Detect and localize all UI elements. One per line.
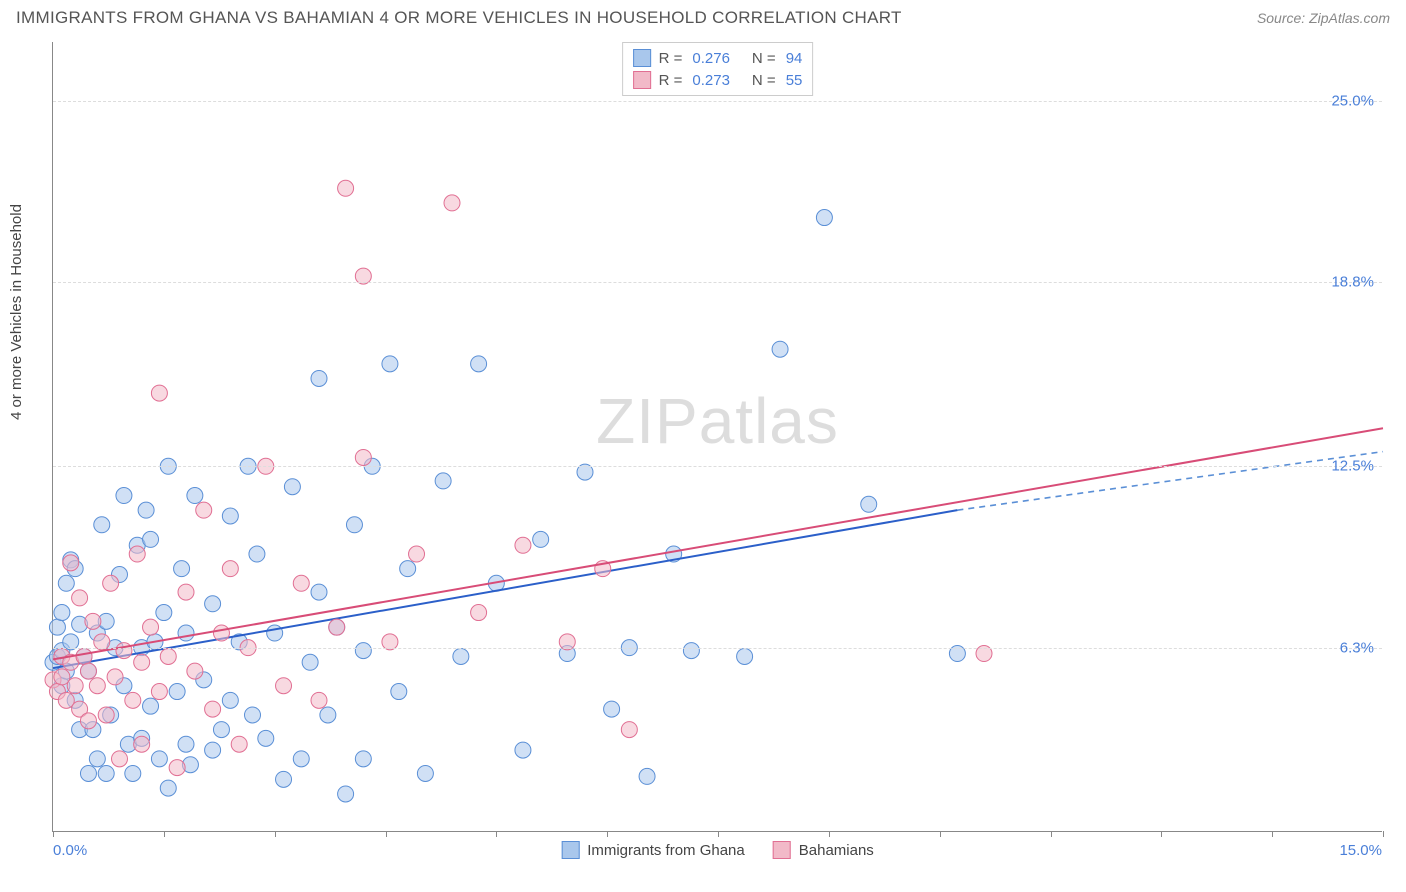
legend-swatch bbox=[633, 49, 651, 67]
stats-legend-row: R = 0.273 N = 55 bbox=[633, 69, 803, 91]
y-tick-label: 25.0% bbox=[1331, 92, 1374, 109]
y-tick-label: 12.5% bbox=[1331, 458, 1374, 475]
series-legend-item: Bahamians bbox=[773, 841, 874, 859]
series-legend-item: Immigrants from Ghana bbox=[561, 841, 745, 859]
legend-swatch bbox=[773, 841, 791, 859]
x-tick bbox=[1383, 831, 1384, 837]
x-tick bbox=[164, 831, 165, 837]
x-tick bbox=[718, 831, 719, 837]
x-tick bbox=[53, 831, 54, 837]
x-tick bbox=[496, 831, 497, 837]
legend-swatch bbox=[633, 71, 651, 89]
stats-legend-row: R = 0.276 N = 94 bbox=[633, 47, 803, 69]
x-tick bbox=[1272, 831, 1273, 837]
scatter-svg bbox=[53, 42, 1382, 831]
legend-swatch bbox=[561, 841, 579, 859]
gridline bbox=[53, 466, 1382, 467]
series-name: Bahamians bbox=[799, 842, 874, 859]
r-value: 0.273 bbox=[692, 72, 730, 89]
y-axis-label: 4 or more Vehicles in Household bbox=[8, 204, 25, 420]
n-label: N = bbox=[752, 72, 776, 89]
gridline bbox=[53, 101, 1382, 102]
n-label: N = bbox=[752, 50, 776, 67]
x-tick bbox=[275, 831, 276, 837]
x-tick bbox=[829, 831, 830, 837]
series-legend: Immigrants from Ghana Bahamians bbox=[561, 841, 874, 859]
x-tick bbox=[940, 831, 941, 837]
x-tick bbox=[1051, 831, 1052, 837]
series-name: Immigrants from Ghana bbox=[587, 842, 745, 859]
chart-title: IMMIGRANTS FROM GHANA VS BAHAMIAN 4 OR M… bbox=[16, 8, 902, 28]
n-value: 55 bbox=[786, 72, 803, 89]
chart-plot-area: ZIPatlas R =0.276N =94R =0.273N =55 0.0%… bbox=[52, 42, 1382, 832]
r-value: 0.276 bbox=[692, 50, 730, 67]
x-tick bbox=[386, 831, 387, 837]
r-label: R = bbox=[659, 50, 683, 67]
x-axis-min-label: 0.0% bbox=[53, 842, 87, 859]
x-tick bbox=[1161, 831, 1162, 837]
x-tick bbox=[607, 831, 608, 837]
y-tick-label: 18.8% bbox=[1331, 273, 1374, 290]
n-value: 94 bbox=[786, 50, 803, 67]
stats-legend: R = 0.276 N = 94 R = 0.273 N = 55 bbox=[622, 42, 814, 96]
source-attribution: Source: ZipAtlas.com bbox=[1257, 10, 1390, 26]
x-axis-max-label: 15.0% bbox=[1339, 842, 1382, 859]
r-label: R = bbox=[659, 72, 683, 89]
gridline bbox=[53, 282, 1382, 283]
gridline bbox=[53, 648, 1382, 649]
y-tick-label: 6.3% bbox=[1340, 639, 1374, 656]
